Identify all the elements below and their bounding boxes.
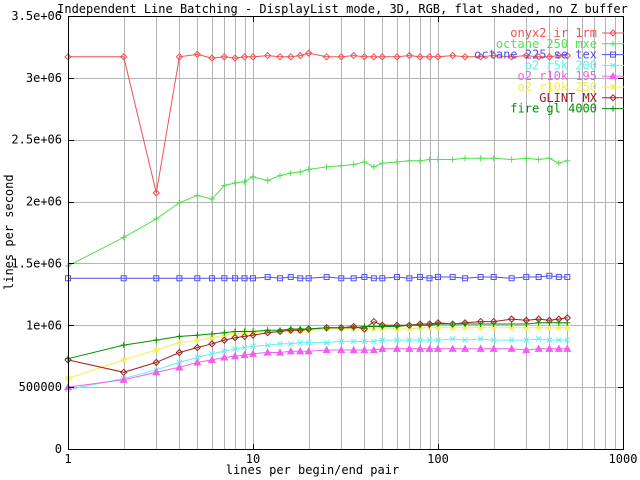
- series-onyx2-ir-1rm: [64, 49, 572, 197]
- series-fire-gl-4000-markers: [65, 319, 571, 362]
- series-o2-r5k-200-line: [67, 338, 568, 391]
- svg-text:1: 1: [64, 452, 71, 466]
- series-glint-mx: [64, 314, 572, 377]
- y-axis-label: lines per second: [2, 174, 16, 291]
- legend-item-o2-r10k-250: o2 r10k 250: [518, 80, 624, 94]
- svg-text:10: 10: [246, 452, 260, 466]
- series-octane-250-mxe-line: [67, 157, 568, 267]
- svg-text:3e+06: 3e+06: [26, 71, 62, 85]
- legend-label: onyx2 ir 1rm: [510, 26, 597, 40]
- legend-label: o2 r5k 200: [525, 58, 597, 72]
- legend-item-o2-r5k-200: o2 r5k 200: [525, 58, 624, 72]
- x-axis-label: lines per begin/end pair: [225, 463, 400, 477]
- y-tick-labels: 0 500000 1e+06 1.5e+06 2e+06 2.5e+06 3e+06 3.5e…: [11, 9, 62, 456]
- series-octane-225-se-tex-markers: [65, 272, 571, 282]
- series-onyx2-ir-1rm-markers: [64, 49, 572, 197]
- series-o2-r10k-250-line: [67, 327, 568, 379]
- legend-label: octane 225 se tex: [474, 48, 597, 62]
- legend-label: octane 250 mxe: [496, 37, 597, 51]
- legend-label: o2 r10k 195: [518, 69, 597, 83]
- legend-item-o2-r10k-195: o2 r10k 195: [518, 69, 624, 83]
- series-octane-225-se-tex: [65, 272, 571, 282]
- series-glint-mx-markers: [64, 314, 572, 377]
- x-tick-labels: 1 10 100 1000: [64, 452, 637, 466]
- legend-item-fire-gl-4000: fire gl 4000: [510, 102, 624, 116]
- svg-text:500000: 500000: [19, 380, 62, 394]
- series-fire-gl-4000: [65, 319, 571, 362]
- legend-label: fire gl 4000: [510, 102, 597, 116]
- svg-text:3.5e+06: 3.5e+06: [11, 9, 62, 23]
- series-onyx2-ir-1rm-line: [68, 52, 568, 194]
- legend-label: GLINT MX: [539, 91, 598, 105]
- legend-item-octane-250-mxe: octane 250 mxe: [496, 37, 624, 51]
- series-o2-r10k-195-markers: [63, 344, 572, 391]
- legend-item-onyx2-ir-1rm: onyx2 ir 1rm: [510, 26, 624, 40]
- svg-text:0: 0: [55, 442, 62, 456]
- svg-text:1e+06: 1e+06: [26, 318, 62, 332]
- svg-text:100: 100: [427, 452, 449, 466]
- svg-text:1.5e+06: 1.5e+06: [11, 256, 62, 270]
- plot-border: [68, 16, 624, 450]
- chart-title: Independent Line Batching - DisplayList …: [57, 2, 628, 16]
- legend-item-octane-225-se-tex: octane 225 se tex: [474, 48, 624, 62]
- series-o2-r10k-195: [63, 344, 572, 391]
- svg-text:1000: 1000: [609, 452, 638, 466]
- svg-text:2e+06: 2e+06: [26, 195, 62, 209]
- series-octane-225-se-tex-line: [68, 275, 568, 279]
- svg-text:2.5e+06: 2.5e+06: [11, 133, 62, 147]
- legend-label: o2 r10k 250: [518, 80, 597, 94]
- legend-item-glint-mx: GLINT MX: [539, 91, 624, 105]
